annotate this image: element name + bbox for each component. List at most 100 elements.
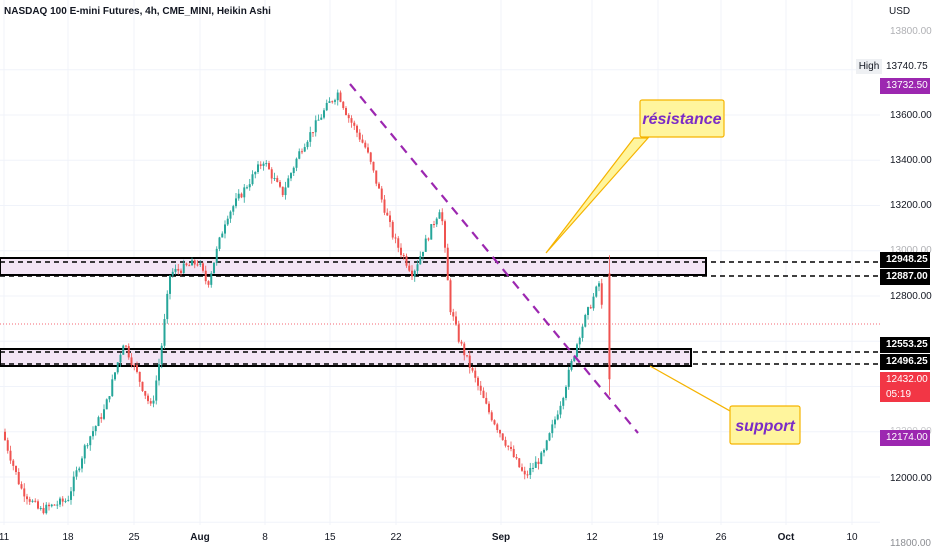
candle-body bbox=[259, 164, 262, 166]
candle-body bbox=[20, 484, 23, 489]
candle-body bbox=[215, 248, 218, 263]
candle-body bbox=[243, 187, 246, 198]
candle-body bbox=[518, 458, 521, 468]
candle-body bbox=[430, 224, 433, 240]
candle-body bbox=[573, 356, 576, 362]
candle-body bbox=[589, 307, 592, 309]
candle-body bbox=[496, 424, 499, 431]
resistance-bottom-label: 12887.00 bbox=[880, 269, 930, 285]
support-zone[interactable] bbox=[0, 348, 692, 367]
candle-body bbox=[543, 449, 545, 453]
candle-body bbox=[6, 440, 9, 451]
candle-body bbox=[598, 283, 600, 287]
candle-body bbox=[298, 151, 301, 159]
candle-body bbox=[320, 117, 323, 120]
candle-body bbox=[39, 507, 42, 509]
candle-body bbox=[422, 251, 424, 257]
candle-body bbox=[166, 293, 169, 320]
candle-body bbox=[237, 193, 240, 199]
candle-body bbox=[306, 141, 309, 148]
candle-body bbox=[158, 364, 160, 381]
candle-body bbox=[48, 504, 50, 507]
high-marker-label: 13732.50 bbox=[880, 78, 930, 94]
candle-body bbox=[45, 504, 48, 514]
candle-body bbox=[499, 430, 501, 434]
price-axis[interactable]: 13800.00 13600.00 13400.00 13200.00 1300… bbox=[890, 26, 932, 549]
candle-body bbox=[83, 445, 86, 459]
candle-body bbox=[301, 151, 303, 153]
candle-body bbox=[438, 212, 441, 219]
support-top-label: 12553.25 bbox=[880, 337, 930, 353]
candle-body bbox=[397, 238, 400, 248]
time-tick: Sep bbox=[492, 532, 510, 543]
candle-body bbox=[78, 468, 81, 471]
candle-body bbox=[507, 445, 510, 447]
candle-body bbox=[196, 264, 199, 266]
candle-body bbox=[224, 224, 226, 234]
candle-body bbox=[144, 391, 147, 396]
candle-body bbox=[111, 379, 114, 397]
candle-body bbox=[592, 296, 595, 309]
resistance-callout[interactable]: résistance bbox=[545, 99, 725, 254]
candle-body bbox=[149, 401, 152, 404]
time-tick: Oct bbox=[778, 532, 795, 543]
time-axis[interactable]: 11 18 25 Aug 8 15 22 Sep 12 19 26 Oct 10 bbox=[0, 532, 858, 543]
candle-body bbox=[75, 470, 78, 477]
candle-body bbox=[119, 354, 122, 363]
descending-trendline[interactable] bbox=[349, 83, 639, 434]
candle-body bbox=[232, 206, 235, 212]
candle-body bbox=[262, 163, 265, 166]
time-tick: 11 bbox=[0, 532, 10, 543]
time-tick: 15 bbox=[324, 532, 336, 543]
candle-body bbox=[317, 119, 320, 121]
candle-body bbox=[449, 280, 452, 313]
candle-body bbox=[248, 184, 251, 188]
price-tick: 13800.00 bbox=[890, 26, 932, 37]
price-tick: 13000.00 bbox=[890, 245, 932, 256]
candle-body bbox=[4, 431, 6, 441]
candle-body bbox=[361, 139, 364, 143]
candle-body bbox=[485, 397, 488, 404]
candle-body bbox=[405, 256, 408, 266]
candle-body bbox=[433, 224, 435, 226]
candle-body bbox=[273, 177, 276, 179]
candle-body bbox=[290, 173, 292, 179]
candle-body bbox=[268, 163, 270, 170]
symbol-title[interactable]: NASDAQ 100 E-mini Futures, 4h, CME_MINI,… bbox=[4, 6, 271, 17]
currency-label: USD bbox=[889, 6, 911, 17]
candle-body bbox=[116, 362, 119, 373]
candle-body bbox=[424, 238, 427, 252]
candle-body bbox=[141, 381, 144, 392]
high-price-label: 13740.75 bbox=[886, 61, 928, 72]
candle-body bbox=[595, 286, 598, 297]
candle-body bbox=[89, 436, 92, 446]
candle-body bbox=[356, 125, 358, 133]
candle-body bbox=[125, 345, 127, 347]
candle-body bbox=[191, 260, 193, 266]
candle-body bbox=[155, 380, 158, 401]
support-callout[interactable]: support bbox=[649, 365, 801, 445]
candle-body bbox=[235, 198, 237, 207]
candle-body bbox=[367, 147, 369, 153]
resistance-zone[interactable] bbox=[0, 257, 707, 276]
candle-body bbox=[521, 467, 523, 471]
candle-body bbox=[510, 446, 512, 449]
price-tick: 12000.00 bbox=[890, 473, 932, 484]
candle-body bbox=[160, 345, 163, 365]
candle-body bbox=[70, 491, 72, 500]
candle-body bbox=[37, 501, 39, 509]
candle-body bbox=[182, 263, 185, 274]
candle-body bbox=[493, 420, 496, 425]
candle-body bbox=[529, 468, 532, 475]
candle-body bbox=[279, 181, 281, 187]
candle-body bbox=[581, 326, 584, 338]
time-tick: 12 bbox=[586, 532, 598, 543]
candle-body bbox=[501, 433, 504, 440]
candle-body bbox=[26, 496, 28, 500]
candle-body bbox=[251, 174, 254, 185]
candle-body bbox=[331, 101, 334, 103]
candle-body bbox=[474, 370, 477, 378]
candle-body bbox=[152, 400, 155, 404]
